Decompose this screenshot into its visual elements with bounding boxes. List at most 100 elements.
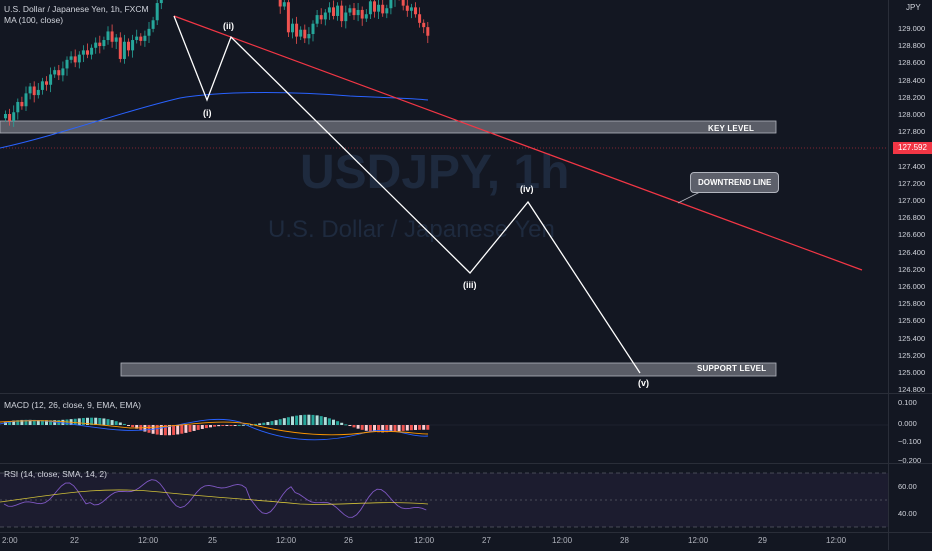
candle-body: [319, 15, 323, 20]
macd-histogram-bar: [28, 419, 32, 425]
macd-histogram-bar: [295, 415, 299, 425]
time-tick: 12:00: [552, 536, 573, 545]
macd-histogram-bar: [204, 425, 208, 429]
macd-histogram-bar: [192, 425, 196, 431]
candle-body: [401, 0, 405, 6]
macd-histogram-bar: [315, 415, 319, 425]
macd-histogram-bar: [200, 425, 204, 429]
ma-indicator-label[interactable]: MA (100, close): [4, 15, 64, 25]
macd-histogram-bar: [98, 417, 102, 425]
macd-histogram-bar: [237, 424, 241, 426]
time-axis[interactable]: 2:00 22 12:00 25 12:00 26 12:00 27 12:00 28 12:00 2…: [0, 532, 932, 551]
price-tick: 128.600: [898, 58, 926, 68]
macd-histogram-bar: [168, 425, 171, 436]
macd-canvas[interactable]: [0, 394, 888, 464]
macd-histogram-bar: [348, 425, 352, 426]
price-tick: 125.000: [898, 368, 926, 377]
callout-pointer: [677, 191, 701, 204]
macd-histogram-bar: [422, 425, 426, 430]
candle-body: [90, 47, 94, 55]
candle-body: [4, 114, 7, 119]
macd-histogram-bar: [274, 420, 278, 425]
candle-body: [307, 34, 311, 39]
macd-histogram-bar: [172, 425, 176, 435]
macd-histogram-bar: [114, 421, 118, 425]
time-tick: 12:00: [276, 536, 297, 545]
macd-histogram-bar: [86, 417, 89, 425]
macd-histogram-bar: [381, 425, 385, 433]
price-chart-canvas[interactable]: [0, 0, 888, 393]
macd-histogram-bar: [356, 425, 360, 429]
macd-histogram-bar: [106, 419, 110, 425]
price-tick: 125.400: [898, 333, 926, 343]
candle-body: [348, 8, 352, 13]
candle-body: [323, 12, 327, 20]
rsi-pane[interactable]: RSI (14, close, SMA, 14, 2) 60.00 40.00: [0, 463, 932, 533]
macd-histogram-bar: [94, 417, 98, 425]
time-tick: 27: [482, 536, 491, 545]
macd-histogram-bar: [36, 420, 40, 425]
macd-histogram-bar: [221, 425, 225, 426]
candle-body: [151, 20, 155, 29]
macd-histogram-bar: [16, 420, 20, 425]
macd-histogram-bar: [418, 425, 422, 430]
rsi-canvas[interactable]: [0, 464, 888, 533]
symbol-title[interactable]: U.S. Dollar / Japanese Yen, 1h, FXCM: [4, 4, 149, 14]
macd-tick-3: −0.200: [898, 456, 922, 465]
macd-histogram-bar: [340, 422, 344, 425]
macd-histogram-bar: [327, 418, 331, 425]
macd-histogram-bar: [45, 420, 48, 425]
candle-body: [98, 42, 102, 47]
candle-body: [418, 14, 422, 23]
downtrend-line-callout[interactable]: DOWNTREND LINE: [690, 172, 780, 193]
candle-body: [118, 37, 122, 59]
macd-histogram-bar: [389, 425, 393, 433]
macd-histogram-bar: [53, 420, 57, 425]
macd-histogram-bar: [409, 425, 413, 431]
macd-histogram-bar: [77, 418, 81, 425]
candle-body: [24, 93, 28, 107]
price-tick: 126.600: [898, 230, 926, 240]
price-tick: 128.400: [898, 75, 926, 85]
candle-body: [409, 7, 413, 11]
rsi-tick-0: 60.00: [898, 482, 917, 491]
key-level-label: KEY LEVEL: [708, 124, 755, 133]
rsi-label[interactable]: RSI (14, close, SMA, 14, 2): [4, 469, 107, 479]
macd-histogram-bar: [373, 425, 376, 432]
candle-body: [8, 114, 12, 121]
macd-histogram-bar: [307, 414, 311, 425]
wave-label-3: (iii): [463, 280, 477, 290]
macd-histogram-bar: [4, 422, 7, 425]
macd-histogram-bar: [102, 418, 106, 425]
macd-histogram-bar: [393, 425, 397, 432]
time-tick: 25: [208, 536, 217, 545]
price-axis-background[interactable]: [888, 0, 932, 550]
wave-label-1: (i): [203, 108, 212, 118]
macd-label[interactable]: MACD (12, 26, close, 9, EMA, EMA): [4, 400, 141, 410]
time-tick: 22: [70, 536, 79, 545]
macd-histogram-bar: [323, 417, 327, 425]
candle-body: [114, 37, 118, 42]
watermark-symbol: USDJPY, 1h: [300, 146, 570, 199]
macd-line: [0, 418, 429, 441]
macd-tick-0: 0.100: [898, 398, 917, 407]
macd-histogram-bar: [368, 425, 372, 432]
macd-histogram-bar: [332, 419, 335, 425]
main-chart-pane[interactable]: USDJPY, 1h U.S. Dollar / Japanese Yen U.…: [0, 0, 932, 394]
candle-body: [16, 101, 20, 113]
macd-histogram-bar: [303, 414, 307, 425]
candle-body: [139, 36, 143, 41]
macd-histogram-bar: [225, 425, 229, 426]
candle-body: [143, 35, 147, 41]
candle-body: [28, 86, 32, 94]
candle-body: [278, 0, 282, 7]
candle-body: [327, 7, 331, 13]
candle-body: [356, 9, 360, 16]
candle-body: [352, 8, 356, 16]
macd-histogram-bar: [352, 425, 356, 428]
rsi-line: [3, 479, 427, 518]
macd-histogram-bar: [110, 420, 114, 425]
macd-pane[interactable]: MACD (12, 26, close, 9, EMA, EMA) 0.100 …: [0, 393, 932, 465]
candle-body: [61, 68, 65, 76]
macd-histogram-bar: [311, 414, 315, 425]
